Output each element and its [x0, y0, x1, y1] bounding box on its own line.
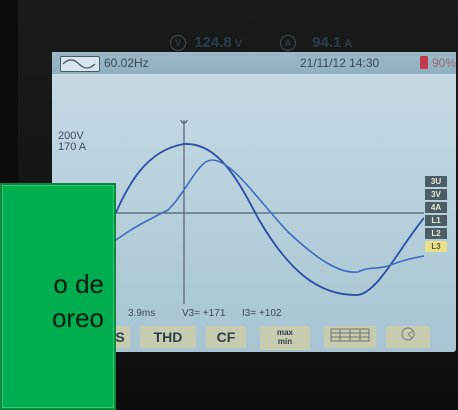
- channel-tabs: 3U 3V 4A L1 L2 L3: [425, 176, 447, 254]
- voltage-trace: [108, 143, 424, 296]
- softkey-bar: S THD CF max min: [110, 326, 452, 350]
- channel-tab[interactable]: 4A: [425, 202, 447, 213]
- channel-tab[interactable]: L1: [425, 215, 447, 226]
- softkey-phasor[interactable]: [386, 326, 430, 348]
- current-readout: A 94.1 A: [280, 34, 353, 52]
- table-icon: [330, 328, 370, 342]
- status-bar: 60.02Hz 21/11/12 14:30 90%: [52, 52, 456, 74]
- current-trace: [108, 159, 424, 273]
- battery-icon: [420, 56, 428, 69]
- cursor-time: 3.9ms: [128, 308, 156, 319]
- waveform-mode-icon: [60, 56, 100, 72]
- label-line-2: oreo: [51, 303, 104, 333]
- channel-tab[interactable]: 3V: [425, 189, 447, 200]
- channel-tab[interactable]: L2: [425, 228, 447, 239]
- softkey-cf[interactable]: CF: [206, 326, 246, 348]
- label-line-1: o de: [53, 269, 104, 299]
- voltage-value: 124.8: [194, 34, 232, 51]
- cursor-handle[interactable]: [180, 120, 188, 124]
- current-scale: 170 A: [58, 141, 87, 153]
- cursor-v3: V3= +171: [182, 308, 226, 319]
- channel-tab-active[interactable]: L3: [425, 241, 447, 252]
- phasor-icon: [401, 327, 415, 341]
- waveform-plot: [108, 120, 424, 304]
- overlay-label: o de oreo: [0, 183, 116, 410]
- analyzer-screen: 60.02Hz 21/11/12 14:30 90%: [52, 52, 456, 352]
- date-time: 21/11/12 14:30: [300, 56, 380, 70]
- softkey-thd[interactable]: THD: [140, 326, 196, 348]
- current-value: 94.1: [312, 34, 342, 51]
- voltage-scale: 200V: [58, 130, 84, 142]
- voltage-readout: V 124.8 V: [170, 34, 243, 52]
- cursor-i3: I3= +102: [242, 308, 282, 319]
- voltage-symbol-icon: V: [170, 35, 186, 52]
- channel-tab[interactable]: 3U: [425, 176, 447, 187]
- current-symbol-icon: A: [280, 35, 296, 52]
- battery-level: 90%: [432, 56, 457, 70]
- softkey-max-min[interactable]: max min: [260, 326, 310, 350]
- voltage-unit: V: [234, 38, 243, 50]
- softkey-table[interactable]: [324, 326, 376, 348]
- current-unit: A: [344, 38, 353, 50]
- frequency-readout: 60.02Hz: [104, 56, 149, 70]
